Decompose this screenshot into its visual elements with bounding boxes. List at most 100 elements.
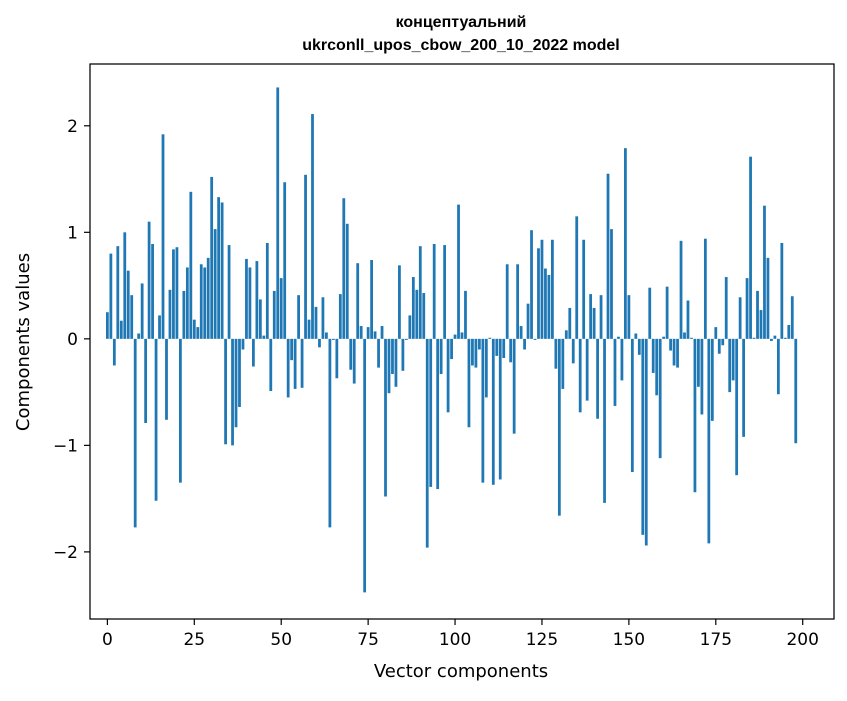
bar xyxy=(112,338,116,366)
plot-area-frame xyxy=(89,63,835,620)
bar xyxy=(516,264,520,339)
bar xyxy=(724,277,728,339)
bar xyxy=(248,267,252,339)
bar xyxy=(787,324,791,339)
bar xyxy=(116,246,120,339)
bar xyxy=(321,297,325,339)
bar xyxy=(703,238,707,339)
bar xyxy=(123,232,127,339)
bar xyxy=(519,326,523,339)
bar xyxy=(401,338,405,371)
bar xyxy=(450,338,453,360)
bar xyxy=(644,338,648,546)
bar xyxy=(394,338,398,387)
bar xyxy=(700,338,704,415)
bar xyxy=(175,247,179,339)
bar xyxy=(551,239,554,339)
bar xyxy=(780,242,784,339)
bar xyxy=(342,198,346,339)
bar xyxy=(133,338,137,528)
bar xyxy=(311,114,314,339)
bar xyxy=(377,338,380,368)
bar xyxy=(349,338,353,370)
bar xyxy=(144,338,148,423)
bar xyxy=(752,337,756,339)
bar xyxy=(429,338,433,487)
bar xyxy=(304,174,307,339)
bar xyxy=(453,334,457,339)
bar xyxy=(269,338,273,392)
x-tick-label: 75 xyxy=(357,630,379,650)
y-tick-label: 0 xyxy=(67,330,78,350)
bar xyxy=(467,338,471,428)
bar xyxy=(262,335,266,339)
bar xyxy=(707,338,711,544)
bar xyxy=(679,240,683,339)
bar xyxy=(610,229,613,339)
bar xyxy=(624,148,627,339)
x-tick-label: 100 xyxy=(439,630,471,650)
bar xyxy=(717,338,721,354)
bar xyxy=(498,338,502,480)
bar xyxy=(578,338,582,413)
bar xyxy=(477,338,481,350)
bar xyxy=(151,244,154,339)
bar xyxy=(328,338,332,528)
bar xyxy=(411,277,415,339)
bar xyxy=(651,338,655,373)
bar xyxy=(735,338,739,476)
bar xyxy=(432,244,436,339)
bar xyxy=(648,287,652,339)
bar xyxy=(380,326,384,339)
y-axis-ticks: −2 −1 0 1 2 xyxy=(53,117,90,563)
bar xyxy=(126,270,130,339)
bar xyxy=(491,338,495,485)
bar xyxy=(710,338,714,421)
bar xyxy=(599,295,603,339)
bar xyxy=(293,338,297,389)
bars-group xyxy=(105,87,798,593)
bar xyxy=(606,173,610,339)
y-tick-label: −2 xyxy=(53,543,78,563)
bar xyxy=(665,286,669,339)
bar xyxy=(373,331,377,339)
bar xyxy=(488,337,492,339)
bar xyxy=(227,245,231,339)
bar xyxy=(481,338,485,483)
bar xyxy=(439,338,443,374)
bar xyxy=(655,338,659,396)
bar xyxy=(544,268,547,339)
bar xyxy=(693,338,697,493)
bar xyxy=(568,307,572,339)
bar xyxy=(356,263,360,339)
bar xyxy=(290,338,294,361)
bar xyxy=(561,338,565,389)
bar xyxy=(182,290,186,339)
bar xyxy=(384,338,387,497)
x-tick-label: 50 xyxy=(270,630,292,650)
bar xyxy=(537,248,540,339)
bar xyxy=(613,338,617,406)
y-tick-label: 2 xyxy=(67,117,78,137)
bar xyxy=(286,338,290,398)
bar xyxy=(252,338,255,367)
bar xyxy=(790,296,794,339)
bar xyxy=(766,257,770,339)
bar xyxy=(425,338,429,548)
bar xyxy=(770,338,773,341)
y-tick-label: 1 xyxy=(67,223,78,243)
bar xyxy=(776,338,780,395)
bar xyxy=(457,204,460,339)
bar xyxy=(217,197,221,339)
bar xyxy=(557,338,561,516)
bar xyxy=(179,338,182,483)
bar xyxy=(759,310,763,339)
bar xyxy=(137,333,141,339)
bar xyxy=(773,335,777,339)
bar xyxy=(731,338,735,381)
bar xyxy=(404,338,408,340)
x-tick-label: 200 xyxy=(786,630,818,650)
bar xyxy=(279,278,283,339)
